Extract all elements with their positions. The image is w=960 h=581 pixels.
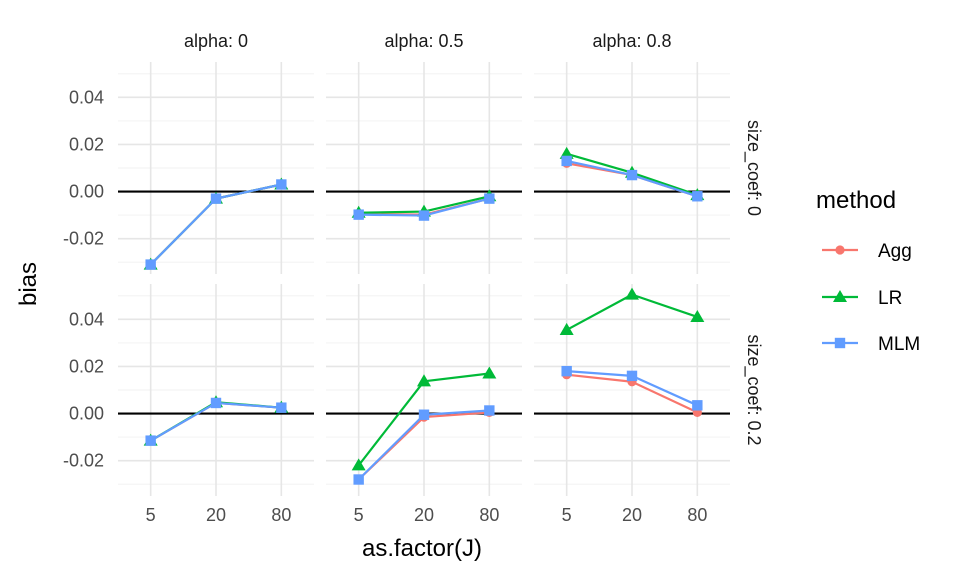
data-point-mlm: [353, 474, 364, 485]
x-tick-label: 20: [206, 505, 226, 525]
x-tick-label: 20: [414, 505, 434, 525]
y-tick-label: 0.00: [69, 404, 104, 424]
data-point-mlm: [210, 193, 222, 204]
x-tick-label: 5: [354, 505, 364, 525]
data-point-mlm: [484, 405, 495, 416]
legend-item-mlm: MLM: [822, 334, 920, 355]
data-point-lr: [351, 458, 366, 471]
data-point-mlm: [145, 435, 156, 446]
data-point-lr: [417, 374, 431, 387]
x-axis-title: as.factor(J): [362, 535, 482, 562]
legend-label: Agg: [878, 241, 912, 262]
legend-label: MLM: [878, 334, 920, 355]
panel-r0-c2: [559, 146, 705, 202]
data-point-mlm: [692, 191, 703, 202]
legend-key-marker: [833, 290, 847, 303]
data-point-mlm: [276, 179, 287, 190]
legend-key-marker: [834, 337, 846, 349]
y-tick-label: 0.00: [69, 182, 104, 202]
y-axis-title: bias: [15, 262, 42, 306]
panel-grid-r0-c0: [118, 62, 314, 274]
y-tick-label: 0.02: [69, 134, 104, 154]
data-point-mlm: [418, 210, 430, 221]
data-layer: [143, 146, 705, 485]
data-point-mlm: [418, 409, 430, 420]
facet-strip-label-col: alpha: 0.8: [592, 31, 671, 51]
data-point-mlm: [353, 209, 364, 220]
data-point-mlm: [561, 365, 572, 377]
data-point-mlm: [145, 259, 156, 270]
grid-layer: [118, 62, 730, 496]
facet-strip-label-row: size_coef: 0: [743, 120, 764, 216]
x-tick-label: 80: [271, 505, 291, 525]
facet-strip-label-col: alpha: 0.5: [384, 31, 463, 51]
facet-strip-label-row: size_coef: 0.2: [743, 334, 764, 445]
x-tick-label: 80: [479, 505, 499, 525]
y-tick-label: 0.04: [69, 87, 104, 107]
data-point-mlm: [626, 370, 638, 382]
data-point-mlm: [626, 169, 638, 181]
data-point-lr: [690, 309, 705, 323]
data-point-mlm: [210, 397, 222, 409]
panel-r1-c2: [559, 287, 705, 417]
data-point-lr: [625, 287, 639, 300]
y-tick-label: 0.02: [69, 356, 104, 376]
data-point-mlm: [692, 400, 703, 411]
panel-grid-r0-c1: [326, 62, 522, 274]
legend-title: method: [816, 187, 896, 214]
panel-r1-c1: [351, 366, 497, 485]
data-point-lr: [559, 322, 574, 335]
legend-key-marker: [835, 245, 845, 255]
facet-strip-label-col: alpha: 0: [184, 31, 248, 51]
y-tick-label: 0.04: [69, 309, 104, 329]
legend-item-agg: Agg: [822, 241, 912, 262]
data-point-mlm: [276, 402, 287, 413]
y-tick-label: -0.02: [63, 229, 104, 249]
axis-layer: -0.02 0.00 0.02 0.04 -0.02 0.00 0.02 0.04 5 20 80 5…: [15, 87, 707, 562]
y-tick-label: -0.02: [63, 451, 104, 471]
facet-strip-layer: alpha: 0 alpha: 0.5 alpha: 0.8 size_coef: 0…: [184, 31, 764, 446]
x-tick-label: 20: [622, 505, 642, 525]
data-point-mlm: [561, 155, 572, 167]
data-point-mlm: [484, 193, 495, 204]
legend: method Agg LR MLM: [816, 187, 920, 355]
x-tick-label: 5: [562, 505, 572, 525]
x-tick-label: 80: [687, 505, 707, 525]
x-tick-label: 5: [146, 505, 156, 525]
panel-grid-r1-c0: [118, 284, 314, 496]
legend-label: LR: [878, 288, 902, 309]
data-point-lr: [482, 366, 497, 379]
legend-item-lr: LR: [822, 288, 902, 309]
panel-r1-c0: [143, 395, 289, 446]
panel-r0-c0: [143, 177, 289, 270]
panel-r0-c1: [351, 189, 497, 221]
